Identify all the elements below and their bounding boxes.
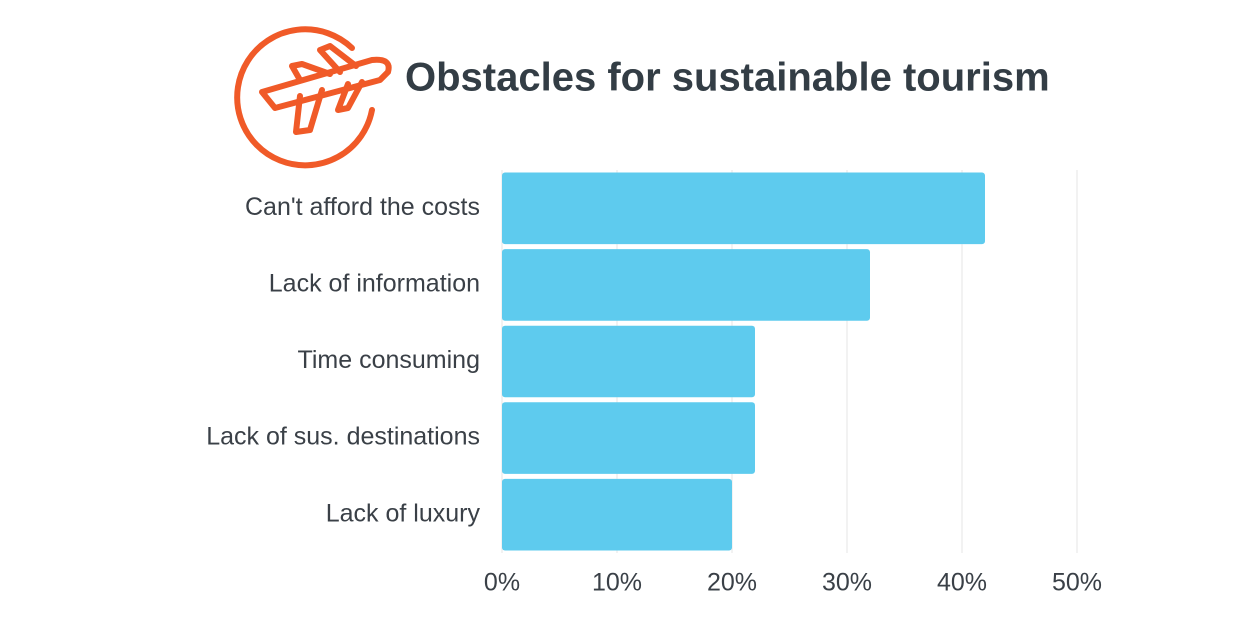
- y-tick-label: Lack of luxury: [326, 499, 481, 527]
- logo-icon: [234, 26, 392, 169]
- bar: [502, 325, 755, 398]
- x-tick-label: 30%: [822, 569, 872, 597]
- x-tick-label: 20%: [707, 569, 757, 597]
- bar: [502, 172, 985, 245]
- bar: [502, 249, 870, 321]
- bar: [502, 478, 732, 551]
- y-tick-label: Lack of information: [269, 270, 480, 298]
- bar: [502, 402, 755, 474]
- x-tick-label: 40%: [937, 569, 987, 597]
- x-tick-label: 50%: [1052, 569, 1102, 597]
- y-tick-label: Time consuming: [298, 346, 480, 374]
- y-tick-label: Can't afford the costs: [245, 193, 480, 221]
- chart-title: Obstacles for sustainable tourism: [405, 56, 1050, 100]
- x-tick-label: 0%: [484, 569, 520, 597]
- x-tick-label: 10%: [592, 569, 642, 597]
- y-tick-label: Lack of sus. destinations: [206, 423, 480, 451]
